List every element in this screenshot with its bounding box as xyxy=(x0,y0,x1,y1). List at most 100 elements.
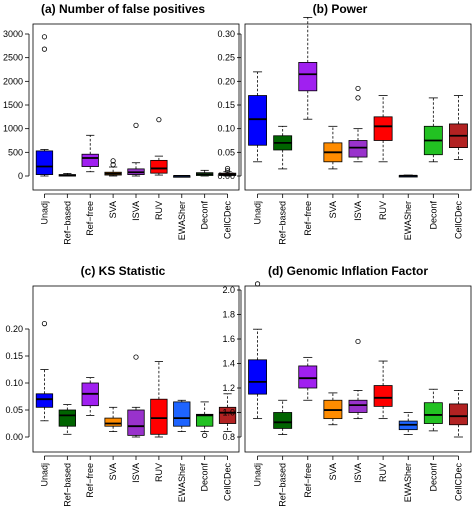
category-label: Ref−free xyxy=(85,463,95,498)
outlier-point xyxy=(41,46,48,52)
outlier-point xyxy=(133,122,139,128)
box-0 xyxy=(248,71,267,163)
box-3 xyxy=(323,392,343,426)
iqr-box xyxy=(248,95,267,146)
iqr-box xyxy=(35,150,54,175)
y-tick-label: 1000 xyxy=(3,124,23,134)
category-label: CellCDec xyxy=(453,463,463,502)
category-label: SVA xyxy=(108,201,118,218)
category-label: EWASher xyxy=(177,201,187,240)
category-label: ISVA xyxy=(131,463,141,483)
y-tick-label: 1.6 xyxy=(222,334,235,344)
category-label: EWASher xyxy=(403,463,413,502)
box-5 xyxy=(150,360,168,438)
y-tick-label: 0.25 xyxy=(217,53,235,63)
iqr-box xyxy=(248,359,267,395)
y-tick-label: 0.10 xyxy=(217,124,235,134)
y-tick-label: 2.0 xyxy=(222,285,235,295)
category-label: Ref−free xyxy=(303,201,313,236)
category-label: SVA xyxy=(108,463,118,480)
iqr-box xyxy=(173,401,191,427)
box-6 xyxy=(173,399,191,433)
y-tick-label: 0.30 xyxy=(217,29,235,39)
box-3 xyxy=(104,158,122,177)
box-7 xyxy=(196,169,214,177)
y-tick-label: 0.20 xyxy=(5,324,23,334)
box-1 xyxy=(273,399,293,435)
iqr-box xyxy=(273,412,293,429)
y-tick-label: 0.05 xyxy=(217,147,235,157)
y-tick-label: 0.00 xyxy=(217,171,235,181)
outlier-point xyxy=(156,117,162,123)
y-tick-label: 3000 xyxy=(3,29,23,39)
category-label: EWASher xyxy=(177,463,187,502)
outlier-point xyxy=(202,432,208,438)
y-tick-label: 1500 xyxy=(3,100,23,110)
box-1 xyxy=(273,125,293,170)
y-tick-label: 1.8 xyxy=(222,310,235,320)
box-5 xyxy=(373,360,393,420)
category-label: Deconf xyxy=(428,201,438,230)
category-label: RUV xyxy=(378,463,388,482)
iqr-box xyxy=(150,159,168,174)
category-label: EWASher xyxy=(403,201,413,240)
box-8 xyxy=(449,95,468,160)
y-tick-label: 0.20 xyxy=(217,76,235,86)
box-8 xyxy=(449,390,468,438)
panel-d: (d) Genomic Inflation Factor 0.8 1.0 1.2 1.… xyxy=(222,264,472,507)
box-0 xyxy=(35,34,54,177)
outlier-point xyxy=(110,162,116,168)
y-tick-label: 0.05 xyxy=(5,405,23,415)
iqr-box xyxy=(58,409,76,427)
box-6 xyxy=(173,175,191,178)
category-label: ISVA xyxy=(131,201,141,221)
box-0 xyxy=(35,320,54,422)
outlier-point xyxy=(355,95,361,101)
y-tick-label: 0.10 xyxy=(5,378,23,388)
panel-b-frame xyxy=(244,23,472,191)
outlier-point xyxy=(224,165,231,172)
y-tick-label: 1.2 xyxy=(222,383,235,393)
iqr-box xyxy=(196,413,214,427)
category-label: Unadj xyxy=(253,201,263,225)
iqr-box xyxy=(150,398,168,435)
iqr-box xyxy=(423,402,443,424)
category-label: Ref−based xyxy=(62,201,72,245)
category-label: SVA xyxy=(328,463,338,480)
box-7 xyxy=(423,388,443,432)
box-0 xyxy=(248,281,267,420)
iqr-box xyxy=(373,116,393,141)
outlier-point xyxy=(355,338,361,345)
category-label: SVA xyxy=(328,201,338,218)
category-label: Ref−based xyxy=(278,201,288,245)
category-label: Unadj xyxy=(39,201,49,225)
iqr-box xyxy=(373,385,393,407)
panel-a: (a) Number of false positives 0 500 1000 15… xyxy=(3,2,240,245)
category-label: Ref−free xyxy=(85,201,95,236)
category-label: CellCDec xyxy=(223,463,233,502)
box-2 xyxy=(298,356,318,401)
box-4 xyxy=(127,354,145,438)
outlier-point xyxy=(41,320,48,327)
box-1 xyxy=(58,404,76,435)
panel-d-title: (d) Genomic Inflation Factor xyxy=(268,264,428,278)
box-8 xyxy=(218,393,237,433)
y-tick-label: 0.00 xyxy=(5,432,23,442)
category-label: RUV xyxy=(154,463,164,482)
panel-a-frame xyxy=(32,23,240,191)
iqr-box xyxy=(127,409,145,436)
box-7 xyxy=(423,97,443,163)
box-6 xyxy=(398,412,418,435)
y-tick-label: 0.15 xyxy=(5,351,23,361)
panel-a-title: (a) Number of false positives xyxy=(41,2,205,16)
iqr-box xyxy=(81,153,99,167)
category-label: Ref−based xyxy=(62,463,72,507)
outlier-point xyxy=(133,354,139,360)
y-tick-label: 1.4 xyxy=(222,359,235,369)
y-tick-label: 0.8 xyxy=(222,432,235,442)
category-label: Deconf xyxy=(200,463,210,492)
category-label: Deconf xyxy=(200,201,210,230)
category-label: Ref−free xyxy=(303,463,313,498)
panel-b-title: (b) Power xyxy=(313,2,368,16)
category-label: Deconf xyxy=(428,463,438,492)
